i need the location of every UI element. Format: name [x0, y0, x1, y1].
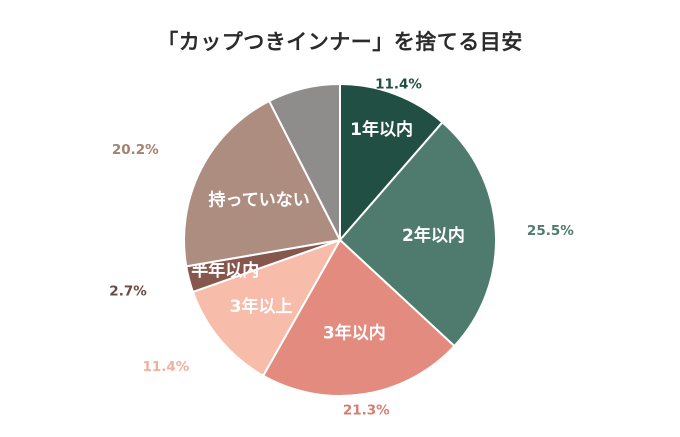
- value-label-not-owned: 20.2%: [112, 142, 159, 158]
- value-label-1-year: 11.4%: [375, 77, 422, 93]
- pie-slice-other: [267, 82, 341, 241]
- value-label-3-years: 21.3%: [343, 403, 390, 419]
- pie-slice-not-owned: [183, 99, 342, 268]
- pie-slice-over-3-years: [191, 238, 343, 378]
- slice-label-2-years: 2年以内: [402, 225, 465, 246]
- pie-slice-1-year: [339, 82, 444, 243]
- value-label-half-year: 2.7%: [109, 283, 147, 299]
- pie-slice-2-years: [338, 120, 497, 348]
- chart-title: 「カップつきインナー」を捨てる目安: [157, 30, 523, 54]
- slice-label-1-year: 1年以内: [350, 119, 413, 140]
- slice-label-not-owned: 持っていない: [209, 189, 310, 210]
- value-label-over-3-years: 11.4%: [142, 359, 189, 375]
- slice-label-over-3-years: 3年以上: [230, 296, 293, 317]
- slice-label-3-years: 3年以内: [323, 322, 386, 343]
- slice-label-half-year: 半年以内: [191, 260, 259, 281]
- pie-slice-3-years: [261, 238, 456, 397]
- value-label-2-years: 25.5%: [527, 223, 574, 239]
